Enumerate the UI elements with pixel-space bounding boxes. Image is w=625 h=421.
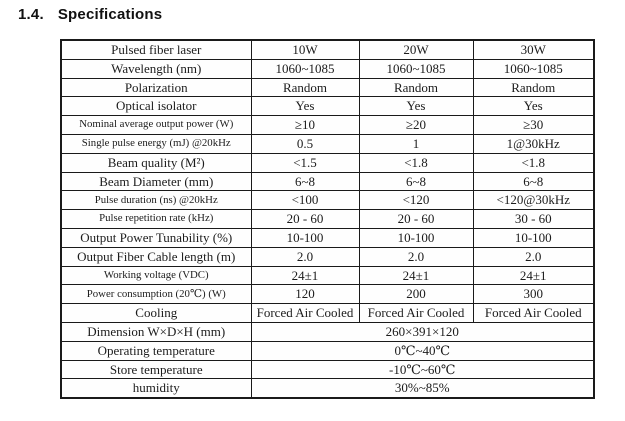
spec-label-cell: Beam quality (M²)	[60, 152, 252, 173]
table-row: Single pulse energy (mJ) @20kHz 0.5 1 1@30k…	[60, 133, 595, 154]
table-row: Output Fiber Cable length (m) 2.0 2.0 2.0	[60, 246, 595, 267]
spec-value-cell: 30W	[472, 39, 595, 60]
table-row: Pulse repetition rate (kHz) 20 - 60 20 - 6…	[60, 209, 595, 229]
spec-value-cell: ≥30	[472, 115, 595, 135]
spec-value-cell: 10-100	[472, 227, 595, 248]
spec-value-cell: 1060~1085	[358, 58, 474, 79]
spec-label-cell: Output Power Tunability (%)	[60, 227, 252, 248]
table-row: humidity 30%~85%	[60, 378, 595, 399]
spec-value-cell: 1	[358, 133, 474, 154]
spec-label-cell: Cooling	[60, 303, 252, 323]
table-row: Wavelength (nm) 1060~1085 1060~1085 1060~10…	[60, 58, 595, 79]
spec-value-cell: 10W	[250, 39, 360, 60]
spec-value-cell: ≥10	[250, 115, 360, 135]
spec-label-cell: Polarization	[60, 77, 252, 98]
spec-value-cell: ≥20	[358, 115, 474, 135]
spec-label-cell: Working voltage (VDC)	[60, 265, 252, 286]
table-row: Power consumption (20℃) (W) 120 200 300	[60, 284, 595, 305]
spec-merged-value-cell: 30%~85%	[250, 378, 595, 399]
spec-label-cell: humidity	[60, 378, 252, 399]
spec-label-cell: Optical isolator	[60, 96, 252, 117]
spec-value-cell: 300	[472, 284, 595, 305]
spec-value-cell: <120	[358, 190, 474, 211]
spec-label-cell: Pulsed fiber laser	[60, 39, 252, 60]
table-row: Output Power Tunability (%) 10-100 10-100 1…	[60, 227, 595, 248]
spec-value-cell: Random	[358, 77, 474, 98]
table-row: Beam quality (M²) <1.5 <1.8 <1.8	[60, 152, 595, 173]
section-title-text: Specifications	[57, 6, 163, 23]
spec-value-cell: <1.5	[250, 152, 360, 173]
spec-label-cell: Nominal average output power (W)	[60, 115, 252, 135]
section-number: 1.4.	[18, 6, 44, 23]
spec-label-cell: Beam Diameter (mm)	[60, 171, 252, 192]
spec-value-cell: <1.8	[472, 152, 595, 173]
spec-value-cell: 6~8	[472, 171, 595, 192]
table-row: Store temperature -10℃~60℃	[60, 359, 595, 380]
spec-value-cell: Yes	[358, 96, 474, 117]
spec-value-cell: 20W	[358, 39, 474, 60]
spec-label-cell: Single pulse energy (mJ) @20kHz	[60, 133, 252, 154]
spec-merged-value-cell: 260×391×120	[250, 321, 595, 342]
table-row: Operating temperature 0℃~40℃	[60, 340, 595, 361]
spec-value-cell: Random	[472, 77, 595, 98]
spec-label-cell: Dimension W×D×H (mm)	[60, 321, 252, 342]
table-row: Pulse duration (ns) @20kHz <100 <120 <120@3…	[60, 190, 595, 211]
table-row: Polarization Random Random Random	[60, 77, 595, 98]
spec-value-cell: 1060~1085	[250, 58, 360, 79]
table-row: Beam Diameter (mm) 6~8 6~8 6~8	[60, 171, 595, 192]
spec-value-cell: 10-100	[250, 227, 360, 248]
table-row: Nominal average output power (W) ≥10 ≥20 ≥3…	[60, 115, 595, 135]
spec-value-cell: Forced Air Cooled	[250, 303, 360, 323]
spec-label-cell: Pulse repetition rate (kHz)	[60, 209, 252, 229]
table-row: Cooling Forced Air Cooled Forced Air Coole…	[60, 303, 595, 323]
spec-label-cell: Power consumption (20℃) (W)	[60, 284, 252, 305]
table-row: Optical isolator Yes Yes Yes	[60, 96, 595, 117]
spec-value-cell: Yes	[472, 96, 595, 117]
spec-value-cell: 2.0	[250, 246, 360, 267]
spec-value-cell: <100	[250, 190, 360, 211]
spec-value-cell: 30 - 60	[472, 209, 595, 229]
spec-value-cell: Yes	[250, 96, 360, 117]
spec-label-cell: Wavelength (nm)	[60, 58, 252, 79]
spec-value-cell: Forced Air Cooled	[472, 303, 595, 323]
spec-label-cell: Output Fiber Cable length (m)	[60, 246, 252, 267]
table-row: Working voltage (VDC) 24±1 24±1 24±1	[60, 265, 595, 286]
table-row: Pulsed fiber laser 10W 20W 30W	[60, 39, 595, 60]
spec-value-cell: <120@30kHz	[472, 190, 595, 211]
spec-value-cell: 1@30kHz	[472, 133, 595, 154]
table-row: Dimension W×D×H (mm) 260×391×120	[60, 321, 595, 342]
spec-value-cell: 1060~1085	[472, 58, 595, 79]
spec-value-cell: 2.0	[358, 246, 474, 267]
specifications-table: Pulsed fiber laser 10W 20W 30W Wavelength (n…	[60, 39, 595, 400]
spec-value-cell: 24±1	[250, 265, 360, 286]
spec-value-cell: 6~8	[250, 171, 360, 192]
spec-value-cell: 200	[358, 284, 474, 305]
spec-value-cell: 20 - 60	[250, 209, 360, 229]
spec-value-cell: 0.5	[250, 133, 360, 154]
specifications-table-container: Pulsed fiber laser 10W 20W 30W Wavelength (n…	[60, 39, 595, 400]
spec-value-cell: 2.0	[472, 246, 595, 267]
spec-value-cell: <1.8	[358, 152, 474, 173]
spec-value-cell: 120	[250, 284, 360, 305]
spec-label-cell: Pulse duration (ns) @20kHz	[60, 190, 252, 211]
spec-label-cell: Operating temperature	[60, 340, 252, 361]
section-title: 1.4. Specifications	[18, 6, 162, 23]
spec-merged-value-cell: 0℃~40℃	[250, 340, 595, 361]
spec-value-cell: 6~8	[358, 171, 474, 192]
spec-value-cell: Random	[250, 77, 360, 98]
spec-value-cell: 10-100	[358, 227, 474, 248]
spec-value-cell: 24±1	[358, 265, 474, 286]
spec-merged-value-cell: -10℃~60℃	[250, 359, 595, 380]
spec-value-cell: 24±1	[472, 265, 595, 286]
spec-value-cell: 20 - 60	[358, 209, 474, 229]
spec-value-cell: Forced Air Cooled	[358, 303, 474, 323]
spec-label-cell: Store temperature	[60, 359, 252, 380]
